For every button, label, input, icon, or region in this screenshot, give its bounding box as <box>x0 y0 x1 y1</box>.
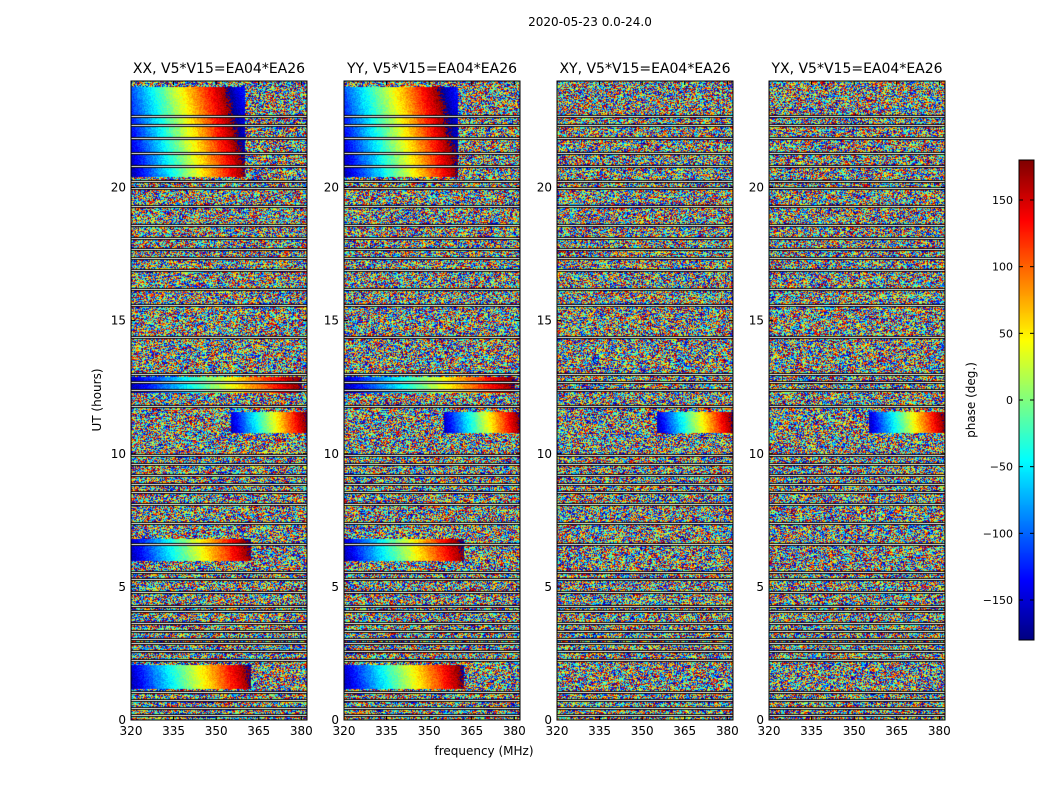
x-tick-label: 380 <box>290 724 313 738</box>
y-tick-label: 15 <box>537 314 552 328</box>
y-tick-label: 5 <box>118 580 126 594</box>
x-tick-label: 365 <box>885 724 908 738</box>
x-tick-label: 380 <box>503 724 526 738</box>
y-tick-label: 5 <box>544 580 552 594</box>
panel-yx: YX, V5*V15=EA04*EA26 320 335 350 365 380 0 5 10 1… <box>749 61 951 738</box>
x-tick-label: 365 <box>247 724 270 738</box>
colorbar-tick-label: 100 <box>992 261 1013 274</box>
x-axis-label: frequency (MHz) <box>434 744 533 758</box>
x-tick-label: 320 <box>758 724 781 738</box>
phase-raster <box>769 81 945 720</box>
colorbar: 150 100 50 0 −50 −100 −150 <box>983 159 1035 641</box>
colorbar-tick-label: 150 <box>992 194 1013 207</box>
x-tick-label: 350 <box>205 724 228 738</box>
y-tick-label: 10 <box>111 447 126 461</box>
panel-frame <box>343 80 521 721</box>
y-tick-label: 0 <box>118 713 126 727</box>
y-tick-label: 20 <box>537 181 552 195</box>
y-tick-label: 0 <box>331 713 339 727</box>
phase-raster <box>344 81 520 720</box>
x-tick-label: 365 <box>673 724 696 738</box>
y-tick-label: 15 <box>324 314 339 328</box>
panel-group: XX, V5*V15=EA04*EA26 320 335 350 365 380 0 5 10 1… <box>111 61 951 738</box>
y-tick-label: 10 <box>749 447 764 461</box>
panel-xy: XY, V5*V15=EA04*EA26 320 335 350 365 380 0 5 10 1… <box>537 61 739 738</box>
x-tick-label: 335 <box>588 724 611 738</box>
colorbar-tick-label: −150 <box>983 594 1013 607</box>
panel-title: XY, V5*V15=EA04*EA26 <box>559 61 730 77</box>
y-tick-label: 15 <box>749 314 764 328</box>
phase-raster <box>131 81 307 720</box>
y-tick-label: 20 <box>324 181 339 195</box>
figure-suptitle: 2020-05-23 0.0-24.0 <box>528 15 652 29</box>
colorbar-tick-label: 0 <box>1006 394 1013 407</box>
x-tick-label: 320 <box>333 724 356 738</box>
panel-yy: YY, V5*V15=EA04*EA26 320 335 350 365 380 0 5 10 1… <box>324 61 526 738</box>
y-tick-label: 5 <box>331 580 339 594</box>
x-tick-label: 320 <box>120 724 143 738</box>
x-tick-label: 335 <box>162 724 185 738</box>
colorbar-tick-label: −50 <box>990 461 1013 474</box>
panel-title: YX, V5*V15=EA04*EA26 <box>770 61 942 77</box>
y-tick-label: 15 <box>111 314 126 328</box>
x-tick-label: 335 <box>375 724 398 738</box>
x-tick-label: 335 <box>800 724 823 738</box>
x-tick-label: 380 <box>716 724 739 738</box>
y-tick-label: 5 <box>756 580 764 594</box>
panel-frame <box>768 80 946 721</box>
x-tick-label: 350 <box>631 724 654 738</box>
x-tick-label: 350 <box>418 724 441 738</box>
panel-title: YY, V5*V15=EA04*EA26 <box>346 61 517 77</box>
y-tick-label: 0 <box>756 713 764 727</box>
panel-frame <box>556 80 734 721</box>
colorbar-tick-label: −100 <box>983 527 1013 540</box>
colorbar-label: phase (deg.) <box>964 362 978 438</box>
x-tick-label: 380 <box>928 724 951 738</box>
colorbar-gradient <box>1019 160 1034 640</box>
y-axis-label: UT (hours) <box>90 368 104 431</box>
colorbar-tick-label: 50 <box>999 327 1013 340</box>
y-tick-label: 10 <box>324 447 339 461</box>
phase-raster <box>557 81 733 720</box>
panel-title: XX, V5*V15=EA04*EA26 <box>133 61 305 77</box>
y-tick-label: 10 <box>537 447 552 461</box>
panel-frame <box>130 80 308 721</box>
x-tick-label: 320 <box>546 724 569 738</box>
y-tick-label: 20 <box>111 181 126 195</box>
panel-xx: XX, V5*V15=EA04*EA26 320 335 350 365 380 0 5 10 1… <box>111 61 313 738</box>
x-tick-label: 350 <box>843 724 866 738</box>
y-tick-label: 0 <box>544 713 552 727</box>
x-tick-label: 365 <box>460 724 483 738</box>
y-tick-label: 20 <box>749 181 764 195</box>
